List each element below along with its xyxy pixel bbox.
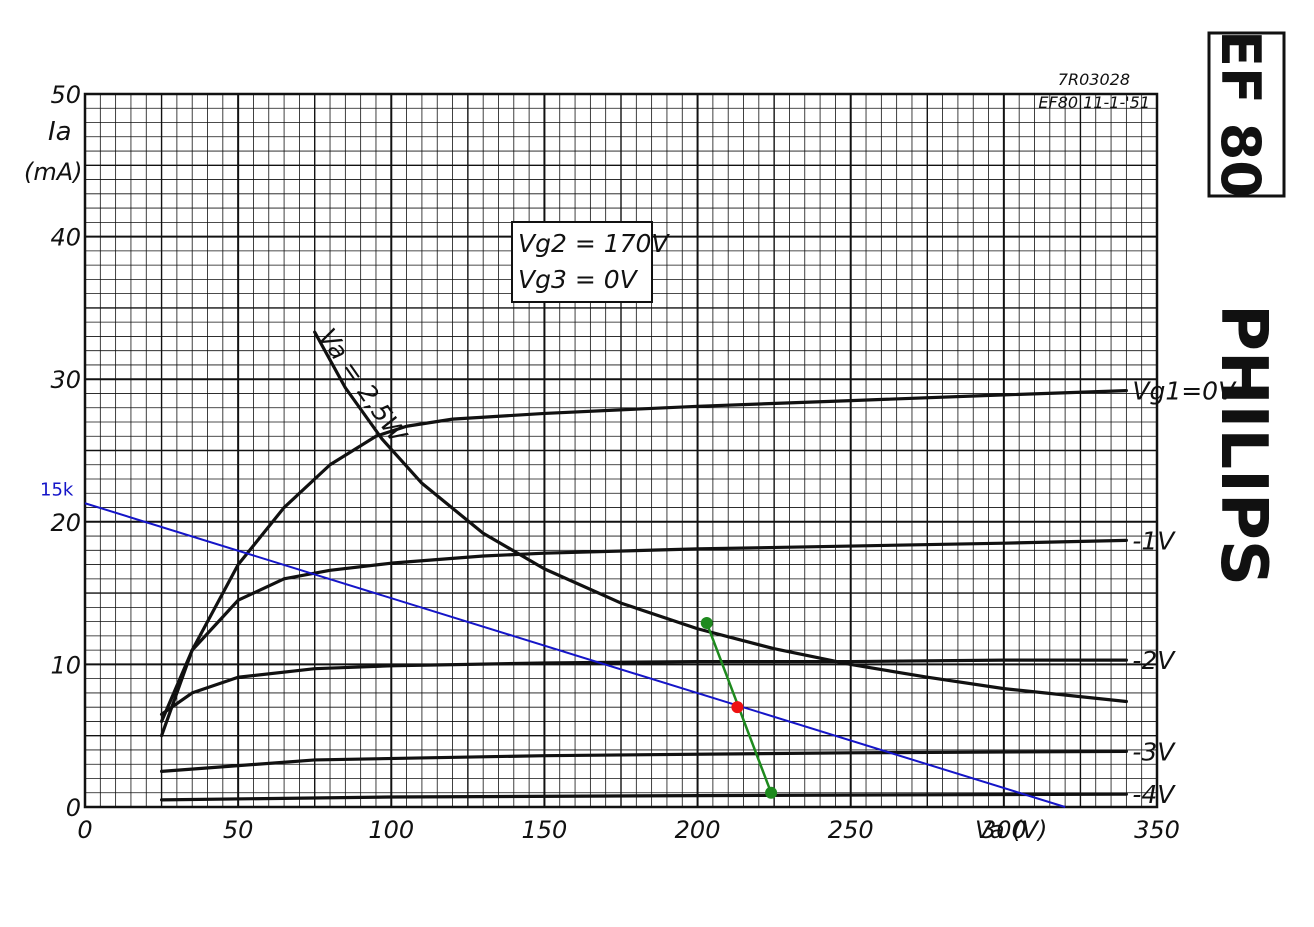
plot-frame [83, 92, 1159, 809]
curve-vg1-0 [159, 389, 1128, 738]
curve-vg1-2 [159, 658, 1128, 716]
y-tick-label: 40 [50, 224, 81, 252]
series-label: -1V [1132, 526, 1176, 555]
green-point-end [765, 786, 778, 799]
ref-code: 7R03028 [1058, 70, 1130, 89]
x-tick-label: 250 [828, 816, 874, 844]
x-tick-label: 50 [223, 816, 254, 844]
axes-layer: 0 50 100 150 200 250 300 350 0 10 20 30 40 50 [50, 81, 1179, 844]
condition-vg2: Vg2 = 170V [518, 229, 670, 258]
overlay-layer: 15k [40, 479, 1066, 808]
series-label: -2V [1132, 646, 1176, 675]
xlabel: Va (V) [975, 816, 1047, 844]
curve-vg1-4 [159, 792, 1128, 802]
load-line-label: 15k [40, 479, 74, 500]
x-tick-label: 300 [981, 816, 1027, 844]
x-tick-label: 0 [77, 816, 92, 844]
y-tick-label: 50 [50, 81, 81, 109]
brand-logo: PHILIPS [1206, 304, 1280, 586]
x-tick-label: 350 [1134, 816, 1180, 844]
load-line [84, 502, 1066, 808]
labels-layer: 7R03028 EF80 11-1-'51 Ia (mA) Va (V) Vg2… [24, 30, 1286, 844]
y-tick-label: 20 [50, 509, 81, 537]
x-tick-label: 200 [675, 816, 721, 844]
curve-vg1-1 [159, 538, 1128, 724]
conditions-box [511, 221, 653, 303]
series-label: Va = 2,5W [313, 323, 413, 449]
y-tick-label: 0 [66, 794, 81, 822]
series-label: Vg1=0V [1132, 377, 1237, 406]
red-operating-point [731, 701, 744, 714]
ref-date: EF80 11-1-'51 [1038, 93, 1150, 112]
y-tick-label: 10 [50, 651, 81, 679]
x-tick-label: 150 [522, 816, 568, 844]
condition-vg3: Vg3 = 0V [518, 265, 639, 294]
series-label: -3V [1132, 737, 1176, 766]
x-tick-label: 100 [368, 816, 414, 844]
green-point-start [700, 617, 713, 630]
y-tick-label: 30 [50, 366, 81, 394]
series-label: -4V [1132, 780, 1176, 809]
curve-vg1-3 [159, 749, 1128, 773]
ylabel-symbol: Ia [48, 117, 72, 147]
grid-layer [84, 93, 1158, 808]
curve-power-limit [313, 330, 1128, 704]
ylabel-unit: (mA) [24, 158, 83, 186]
tube-name-box [1207, 31, 1286, 198]
tube-name: EF 80 [1209, 30, 1272, 198]
